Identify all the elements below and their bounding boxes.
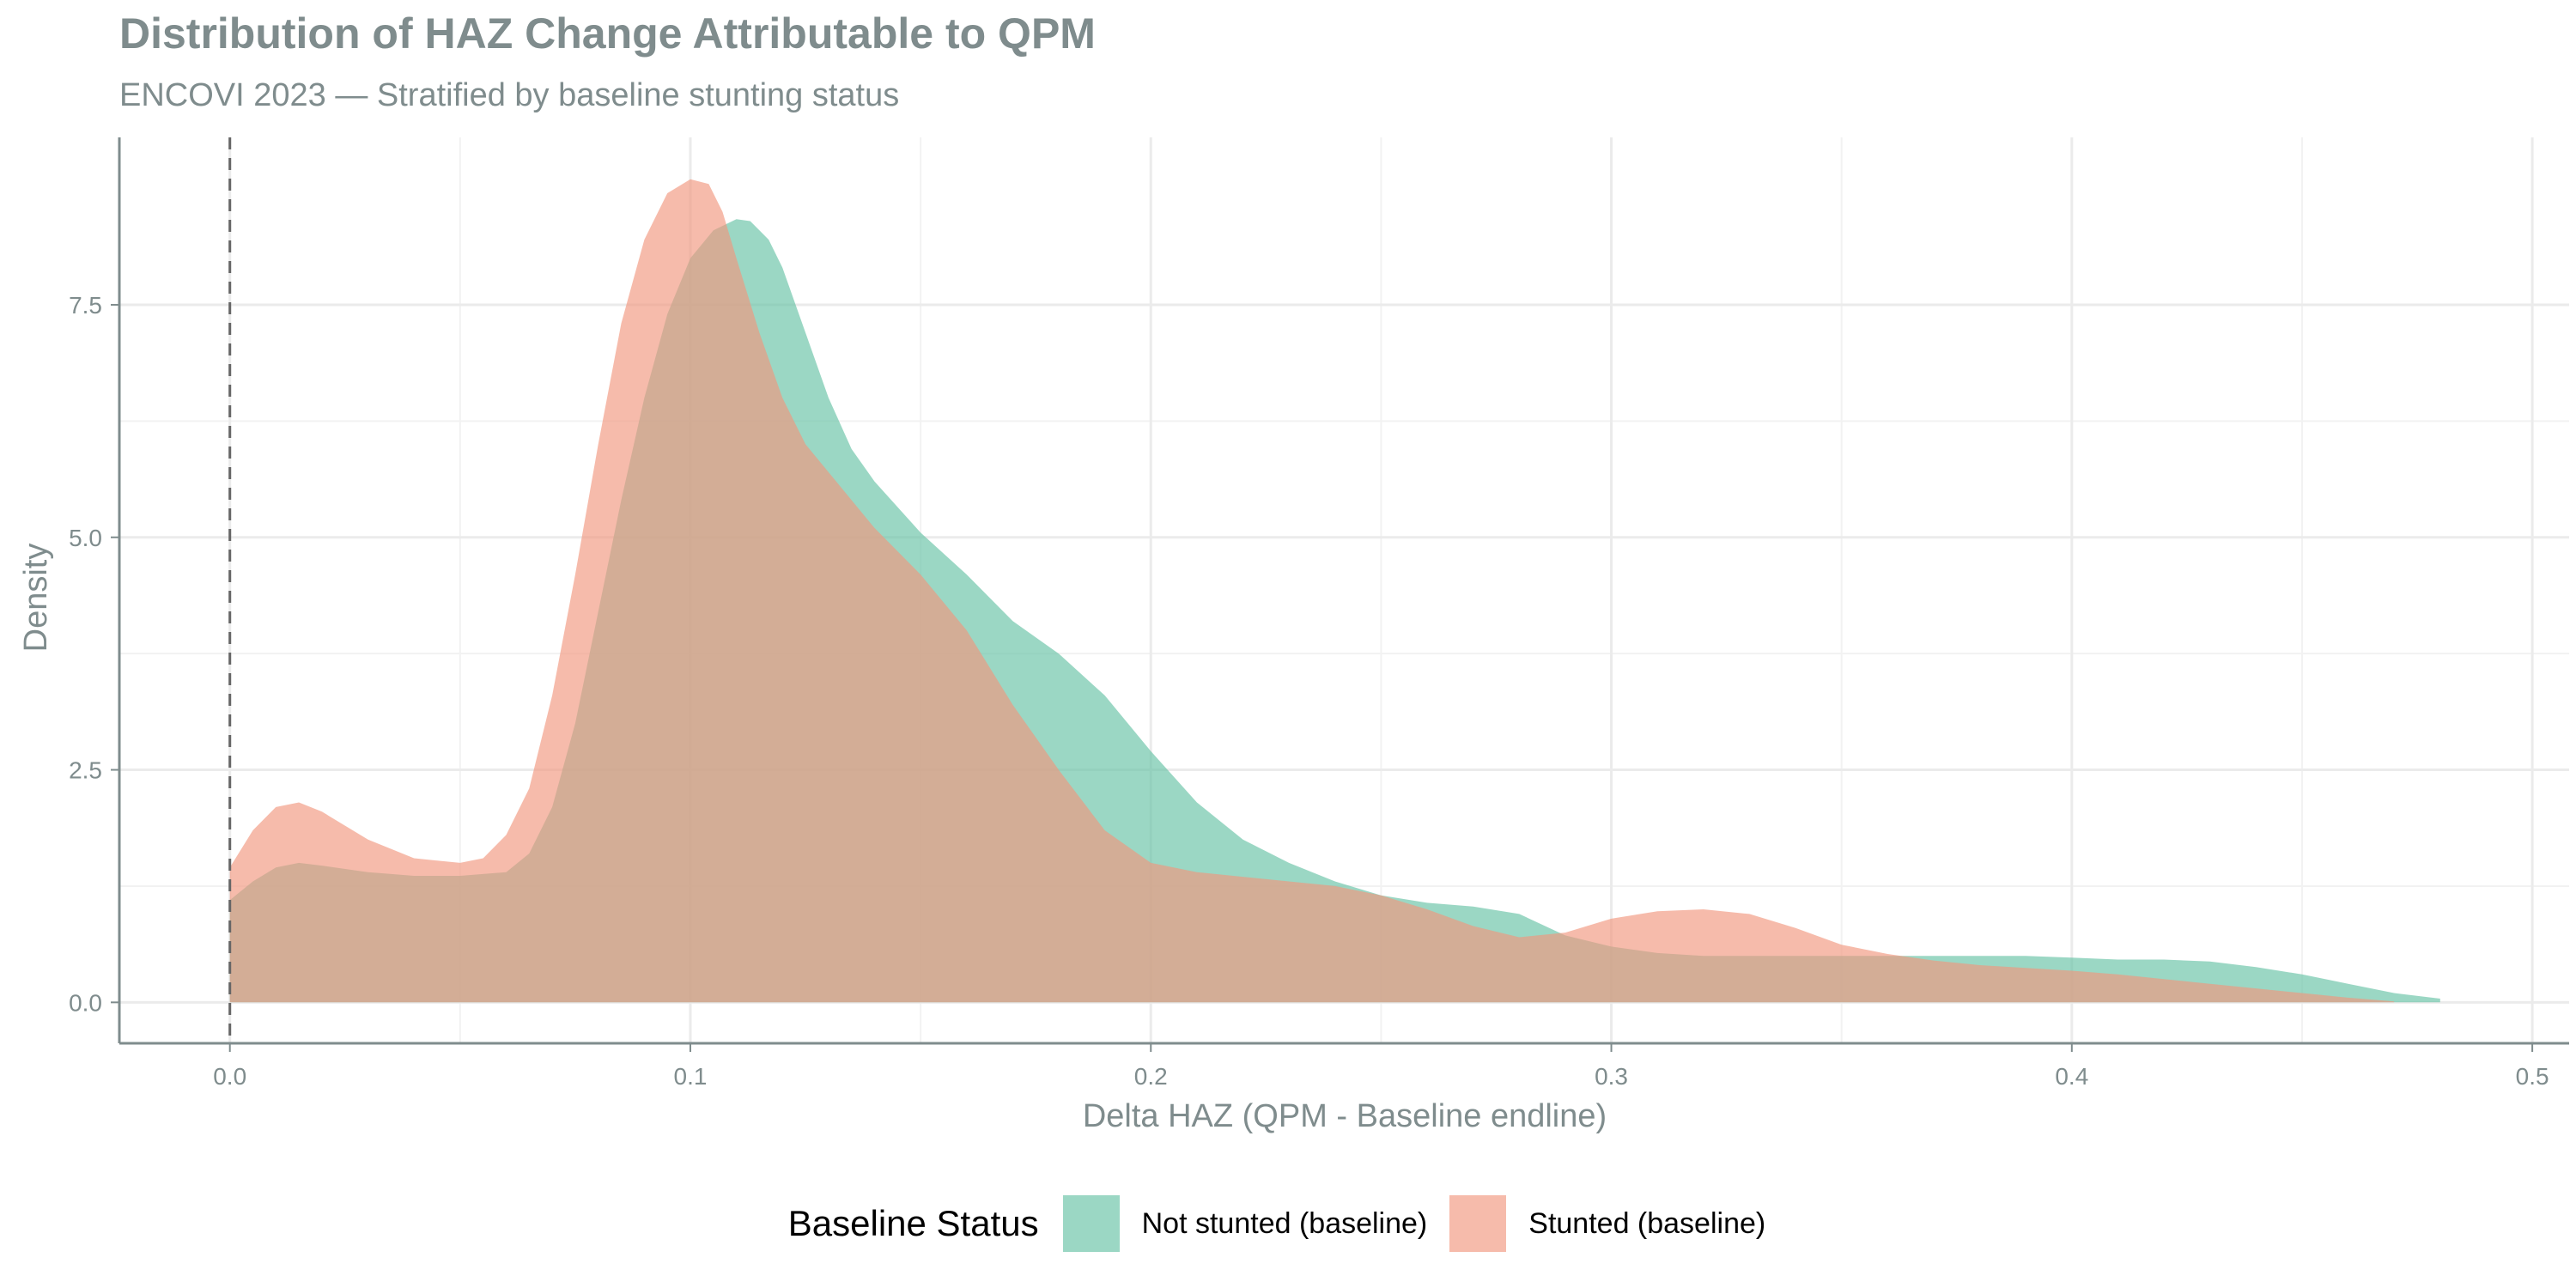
y-tick-label-2: 5.0 <box>69 525 102 551</box>
x-tick-label-0: 0.0 <box>213 1063 246 1090</box>
x-axis-title: Delta HAZ (QPM - Baseline endline) <box>1083 1098 1607 1134</box>
x-tick-label-3: 0.3 <box>1595 1063 1628 1090</box>
density-area-stunted <box>229 179 2395 1003</box>
chart-subtitle: ENCOVI 2023 — Stratified by baseline stu… <box>119 77 900 113</box>
chart-title: Distribution of HAZ Change Attributable … <box>119 9 1096 58</box>
density-areas <box>229 179 2440 1003</box>
x-tick-labels: 0.0 0.1 0.2 0.3 0.4 0.5 <box>213 1063 2549 1090</box>
axes <box>111 137 2569 1052</box>
legend-swatch-stunted <box>1449 1195 1507 1252</box>
y-tick-labels: 0.0 2.5 5.0 7.5 <box>69 292 102 1016</box>
y-tick-label-0: 0.0 <box>69 989 102 1016</box>
legend-label-stunted: Stunted (baseline) <box>1528 1206 1766 1240</box>
y-axis-title: Density <box>18 544 54 653</box>
legend-swatch-not-stunted <box>1062 1195 1120 1252</box>
y-tick-label-1: 2.5 <box>69 757 102 784</box>
legend-item-stunted: Stunted (baseline) <box>1449 1195 1765 1252</box>
legend-label-not-stunted: Not stunted (baseline) <box>1141 1206 1428 1240</box>
x-tick-label-5: 0.5 <box>2516 1063 2549 1090</box>
legend: Baseline Status Not stunted (baseline) S… <box>0 1189 2576 1258</box>
x-tick-label-1: 0.1 <box>674 1063 708 1090</box>
density-chart: 0.0 2.5 5.0 7.5 0.0 0.1 0.2 0.3 0.4 0.5 Delta HA… <box>18 137 2569 1134</box>
x-tick-label-4: 0.4 <box>2055 1063 2088 1090</box>
legend-item-not-stunted: Not stunted (baseline) <box>1062 1195 1428 1252</box>
legend-title: Baseline Status <box>787 1203 1039 1243</box>
x-tick-label-2: 0.2 <box>1134 1063 1168 1090</box>
y-tick-label-3: 7.5 <box>69 292 102 319</box>
